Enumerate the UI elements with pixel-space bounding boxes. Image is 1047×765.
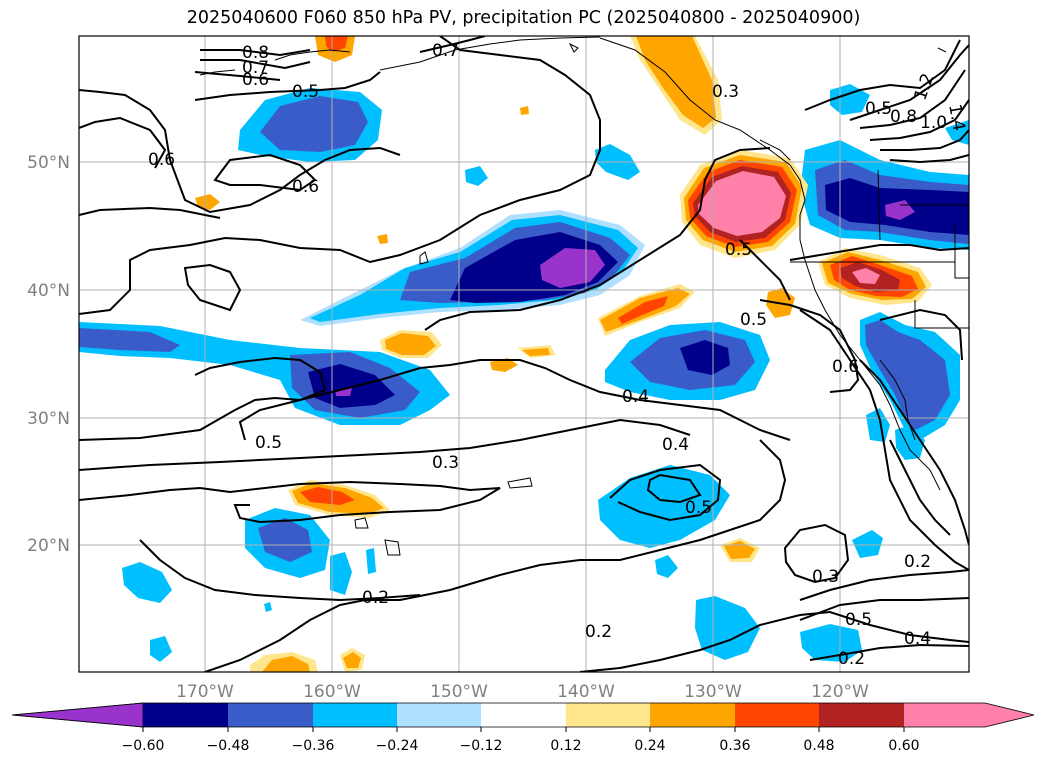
- shading-neg-east: [598, 322, 883, 662]
- colorbar-swatch: [819, 703, 904, 727]
- colorbar-tick-label: 0.36: [719, 738, 750, 754]
- contour-label: 1.4: [944, 102, 968, 132]
- colorbar-swatch: [566, 703, 650, 727]
- lon-label-170w: 170°W: [176, 682, 234, 702]
- colorbar-tick-label: 0.24: [634, 738, 665, 754]
- lat-label-30n: 30°N: [27, 409, 70, 429]
- contour-label: 0.7: [242, 58, 269, 78]
- contour-label: 0.8: [890, 107, 917, 127]
- contour-label: 0.3: [432, 453, 459, 473]
- longitude-labels: 170°W 160°W 150°W 140°W 130°W 120°W: [176, 682, 869, 702]
- colorbar-swatch: [397, 703, 481, 727]
- contour-label: 0.2: [904, 552, 931, 572]
- colorbar: −0.60 −0.48 −0.36 −0.24 −0.12 0.12 0.24 …: [11, 702, 1035, 754]
- colorbar-swatch: [143, 703, 228, 727]
- contour-label: 0.5: [292, 82, 319, 102]
- lat-label-50n: 50°N: [27, 153, 70, 173]
- contour-label: 0.6: [242, 70, 269, 90]
- contour-label: 0.2: [585, 622, 612, 642]
- colorbar-tick-label: −0.24: [376, 738, 419, 754]
- latitude-labels: 50°N 40°N 30°N 20°N: [27, 153, 70, 556]
- contour-labels: 0.8 0.7 0.6 0.5 0.6 0.6 0.7 0.3 0.5 0.5 …: [148, 41, 969, 669]
- contour-label: 0.8: [242, 43, 269, 63]
- contour-label: 0.3: [712, 82, 739, 102]
- pv-contours: [79, 36, 969, 672]
- colorbar-tick-label: −0.48: [207, 738, 250, 754]
- shading-neg-southwest: [122, 508, 376, 662]
- shading-neg-tropical-west: [79, 322, 450, 425]
- lat-label-40n: 40°N: [27, 281, 70, 301]
- shading-pos-california: [766, 248, 932, 318]
- figure-title: 2025040600 F060 850 hPa PV, precipitatio…: [186, 8, 861, 28]
- contour-label: 0.5: [685, 498, 712, 518]
- colorbar-extend-high: [904, 703, 1034, 727]
- colorbar-tick-label: 0.12: [550, 738, 581, 754]
- lon-label-120w: 120°W: [811, 682, 869, 702]
- contour-label: 0.6: [292, 177, 319, 197]
- contour-label: 0.7: [432, 41, 459, 61]
- lon-label-160w: 160°W: [303, 682, 361, 702]
- colorbar-tick-label: −0.36: [292, 738, 335, 754]
- lon-label-150w: 150°W: [430, 682, 488, 702]
- contour-label: 0.5: [725, 240, 752, 260]
- contour-label: 1.0: [920, 113, 947, 133]
- contour-label: 0.5: [740, 310, 767, 330]
- contour-label: 0.6: [148, 150, 175, 170]
- precipitation-shading: [79, 36, 969, 672]
- colorbar-swatch: [650, 703, 735, 727]
- lon-label-140w: 140°W: [557, 682, 615, 702]
- contour-label: 0.2: [838, 649, 865, 669]
- colorbar-tick-label: −0.12: [460, 738, 503, 754]
- contour-label: 0.5: [255, 433, 282, 453]
- contour-label: 0.2: [362, 588, 389, 608]
- contour-label: 0.5: [845, 610, 872, 630]
- contour-label: 0.3: [812, 567, 839, 587]
- lon-label-130w: 130°W: [684, 682, 742, 702]
- contour-label: 0.4: [662, 435, 689, 455]
- colorbar-swatch: [228, 703, 313, 727]
- shading-neg-central: [300, 210, 645, 326]
- map-gridlines: [79, 36, 969, 672]
- colorbar-tick-label: 0.60: [888, 738, 919, 754]
- colorbar-swatch: [313, 703, 397, 727]
- contour-label: 0.4: [904, 629, 931, 649]
- contour-label: 0.4: [622, 387, 649, 407]
- lat-label-20n: 20°N: [27, 536, 70, 556]
- colorbar-swatch: [735, 703, 819, 727]
- map-frame: [78, 35, 970, 673]
- contour-label: 0.5: [865, 99, 892, 119]
- shading-neg-coast: [800, 84, 969, 460]
- colorbar-tick-label: 0.48: [803, 738, 834, 754]
- colorbar-swatch: [481, 703, 566, 727]
- colorbar-extend-low: [11, 702, 144, 728]
- contour-label: 0.6: [832, 357, 859, 377]
- colorbar-tick-label: −0.60: [122, 738, 165, 754]
